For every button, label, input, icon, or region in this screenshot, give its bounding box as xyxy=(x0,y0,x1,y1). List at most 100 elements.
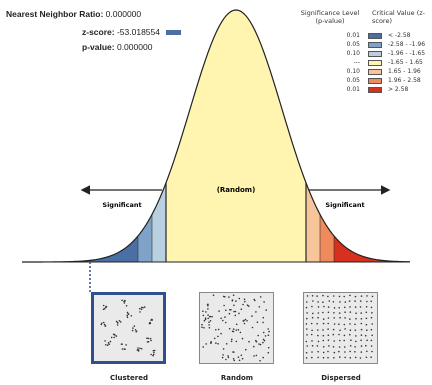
point xyxy=(104,325,106,327)
point xyxy=(305,351,308,354)
point xyxy=(222,319,224,322)
point xyxy=(333,340,335,342)
point xyxy=(354,356,357,359)
point xyxy=(106,344,109,346)
legend-critical-value: > 2.58 xyxy=(388,86,409,93)
left-significant-label: Significant xyxy=(102,201,141,209)
point xyxy=(121,299,123,302)
point xyxy=(262,316,265,319)
point xyxy=(227,355,229,357)
point xyxy=(121,348,124,350)
point xyxy=(255,311,257,313)
point xyxy=(359,300,362,302)
point xyxy=(224,316,226,318)
point xyxy=(202,310,204,312)
point xyxy=(306,312,308,314)
point xyxy=(354,329,357,331)
point xyxy=(213,337,216,340)
region-dividers xyxy=(137,182,335,262)
random-label: (Random) xyxy=(217,186,256,194)
point xyxy=(338,312,341,314)
point xyxy=(262,338,265,341)
panel-background xyxy=(200,293,273,363)
point xyxy=(207,314,209,316)
point xyxy=(349,329,352,331)
point xyxy=(262,341,264,344)
point xyxy=(223,304,225,307)
point xyxy=(126,316,129,319)
point xyxy=(355,340,357,343)
point xyxy=(152,349,155,352)
random-pattern-panel xyxy=(199,292,274,364)
point xyxy=(323,305,325,308)
point xyxy=(233,351,235,353)
point xyxy=(149,337,152,340)
point xyxy=(238,312,240,315)
point xyxy=(241,357,244,360)
point xyxy=(203,327,205,329)
point xyxy=(333,317,335,319)
point xyxy=(370,339,373,342)
point xyxy=(366,350,368,353)
point xyxy=(364,334,367,337)
point xyxy=(207,305,209,307)
point xyxy=(316,345,319,347)
z-score-label: z-score: xyxy=(82,27,115,37)
point xyxy=(317,312,320,314)
point xyxy=(251,326,254,329)
point xyxy=(305,357,308,359)
point xyxy=(110,336,113,339)
point xyxy=(244,300,246,303)
region-left-p001 xyxy=(22,10,138,262)
point xyxy=(322,322,325,325)
point xyxy=(327,311,330,314)
point xyxy=(225,343,228,345)
point xyxy=(238,359,241,362)
point xyxy=(268,330,270,333)
point xyxy=(371,312,373,314)
point xyxy=(203,319,206,322)
point xyxy=(317,316,319,319)
point xyxy=(254,299,256,302)
panel-background xyxy=(94,295,163,361)
point xyxy=(350,339,352,341)
point xyxy=(107,342,110,344)
point xyxy=(360,312,362,314)
point xyxy=(235,323,238,326)
point xyxy=(322,329,324,331)
point xyxy=(253,345,255,348)
point xyxy=(230,340,233,343)
point xyxy=(332,295,335,297)
point xyxy=(366,329,368,331)
point xyxy=(103,307,106,310)
point xyxy=(105,305,108,308)
point xyxy=(232,358,235,360)
region-right-p001 xyxy=(334,10,410,262)
point xyxy=(354,323,356,326)
point xyxy=(333,323,336,325)
point xyxy=(322,311,324,314)
point xyxy=(108,343,110,345)
point xyxy=(312,312,314,315)
point xyxy=(204,318,207,321)
point xyxy=(332,333,335,336)
point xyxy=(344,351,346,353)
point xyxy=(338,295,341,298)
point xyxy=(343,339,345,342)
point xyxy=(239,331,242,334)
point xyxy=(371,350,373,353)
point xyxy=(349,357,352,359)
point xyxy=(146,341,149,343)
point xyxy=(204,317,207,319)
point xyxy=(344,328,346,330)
point xyxy=(233,304,235,307)
point xyxy=(365,323,368,326)
point xyxy=(232,328,235,330)
point xyxy=(225,309,227,312)
legend-swatch xyxy=(368,60,382,66)
point xyxy=(359,357,362,359)
point xyxy=(240,354,243,357)
point xyxy=(328,345,330,347)
point xyxy=(263,339,266,342)
point xyxy=(370,356,372,358)
